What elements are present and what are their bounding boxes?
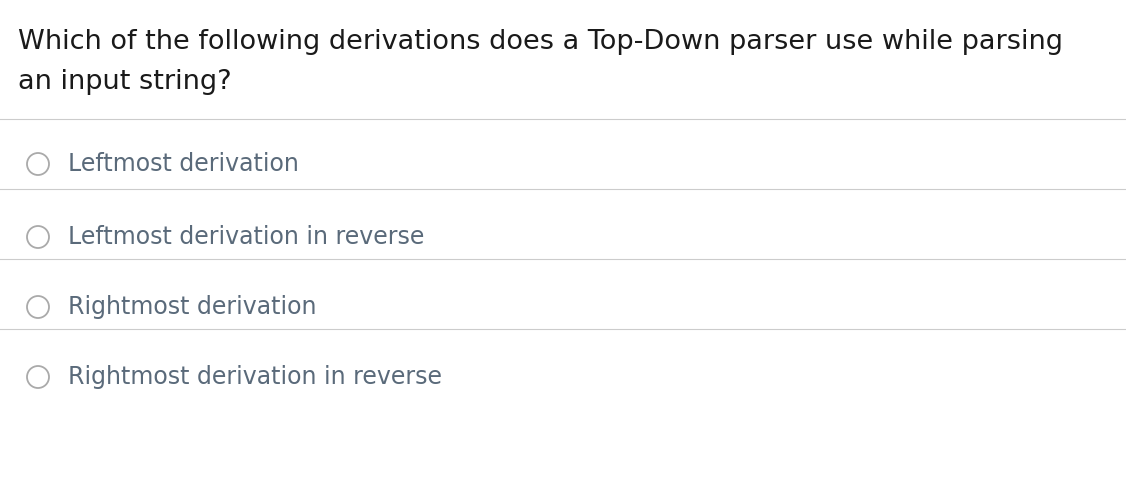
Text: Rightmost derivation in reverse: Rightmost derivation in reverse — [68, 365, 443, 389]
Text: Rightmost derivation: Rightmost derivation — [68, 295, 316, 319]
Text: Leftmost derivation in reverse: Leftmost derivation in reverse — [68, 225, 425, 249]
Text: Leftmost derivation: Leftmost derivation — [68, 152, 298, 176]
Text: Which of the following derivations does a Top-Down parser use while parsing: Which of the following derivations does … — [18, 29, 1063, 55]
Text: an input string?: an input string? — [18, 69, 232, 95]
